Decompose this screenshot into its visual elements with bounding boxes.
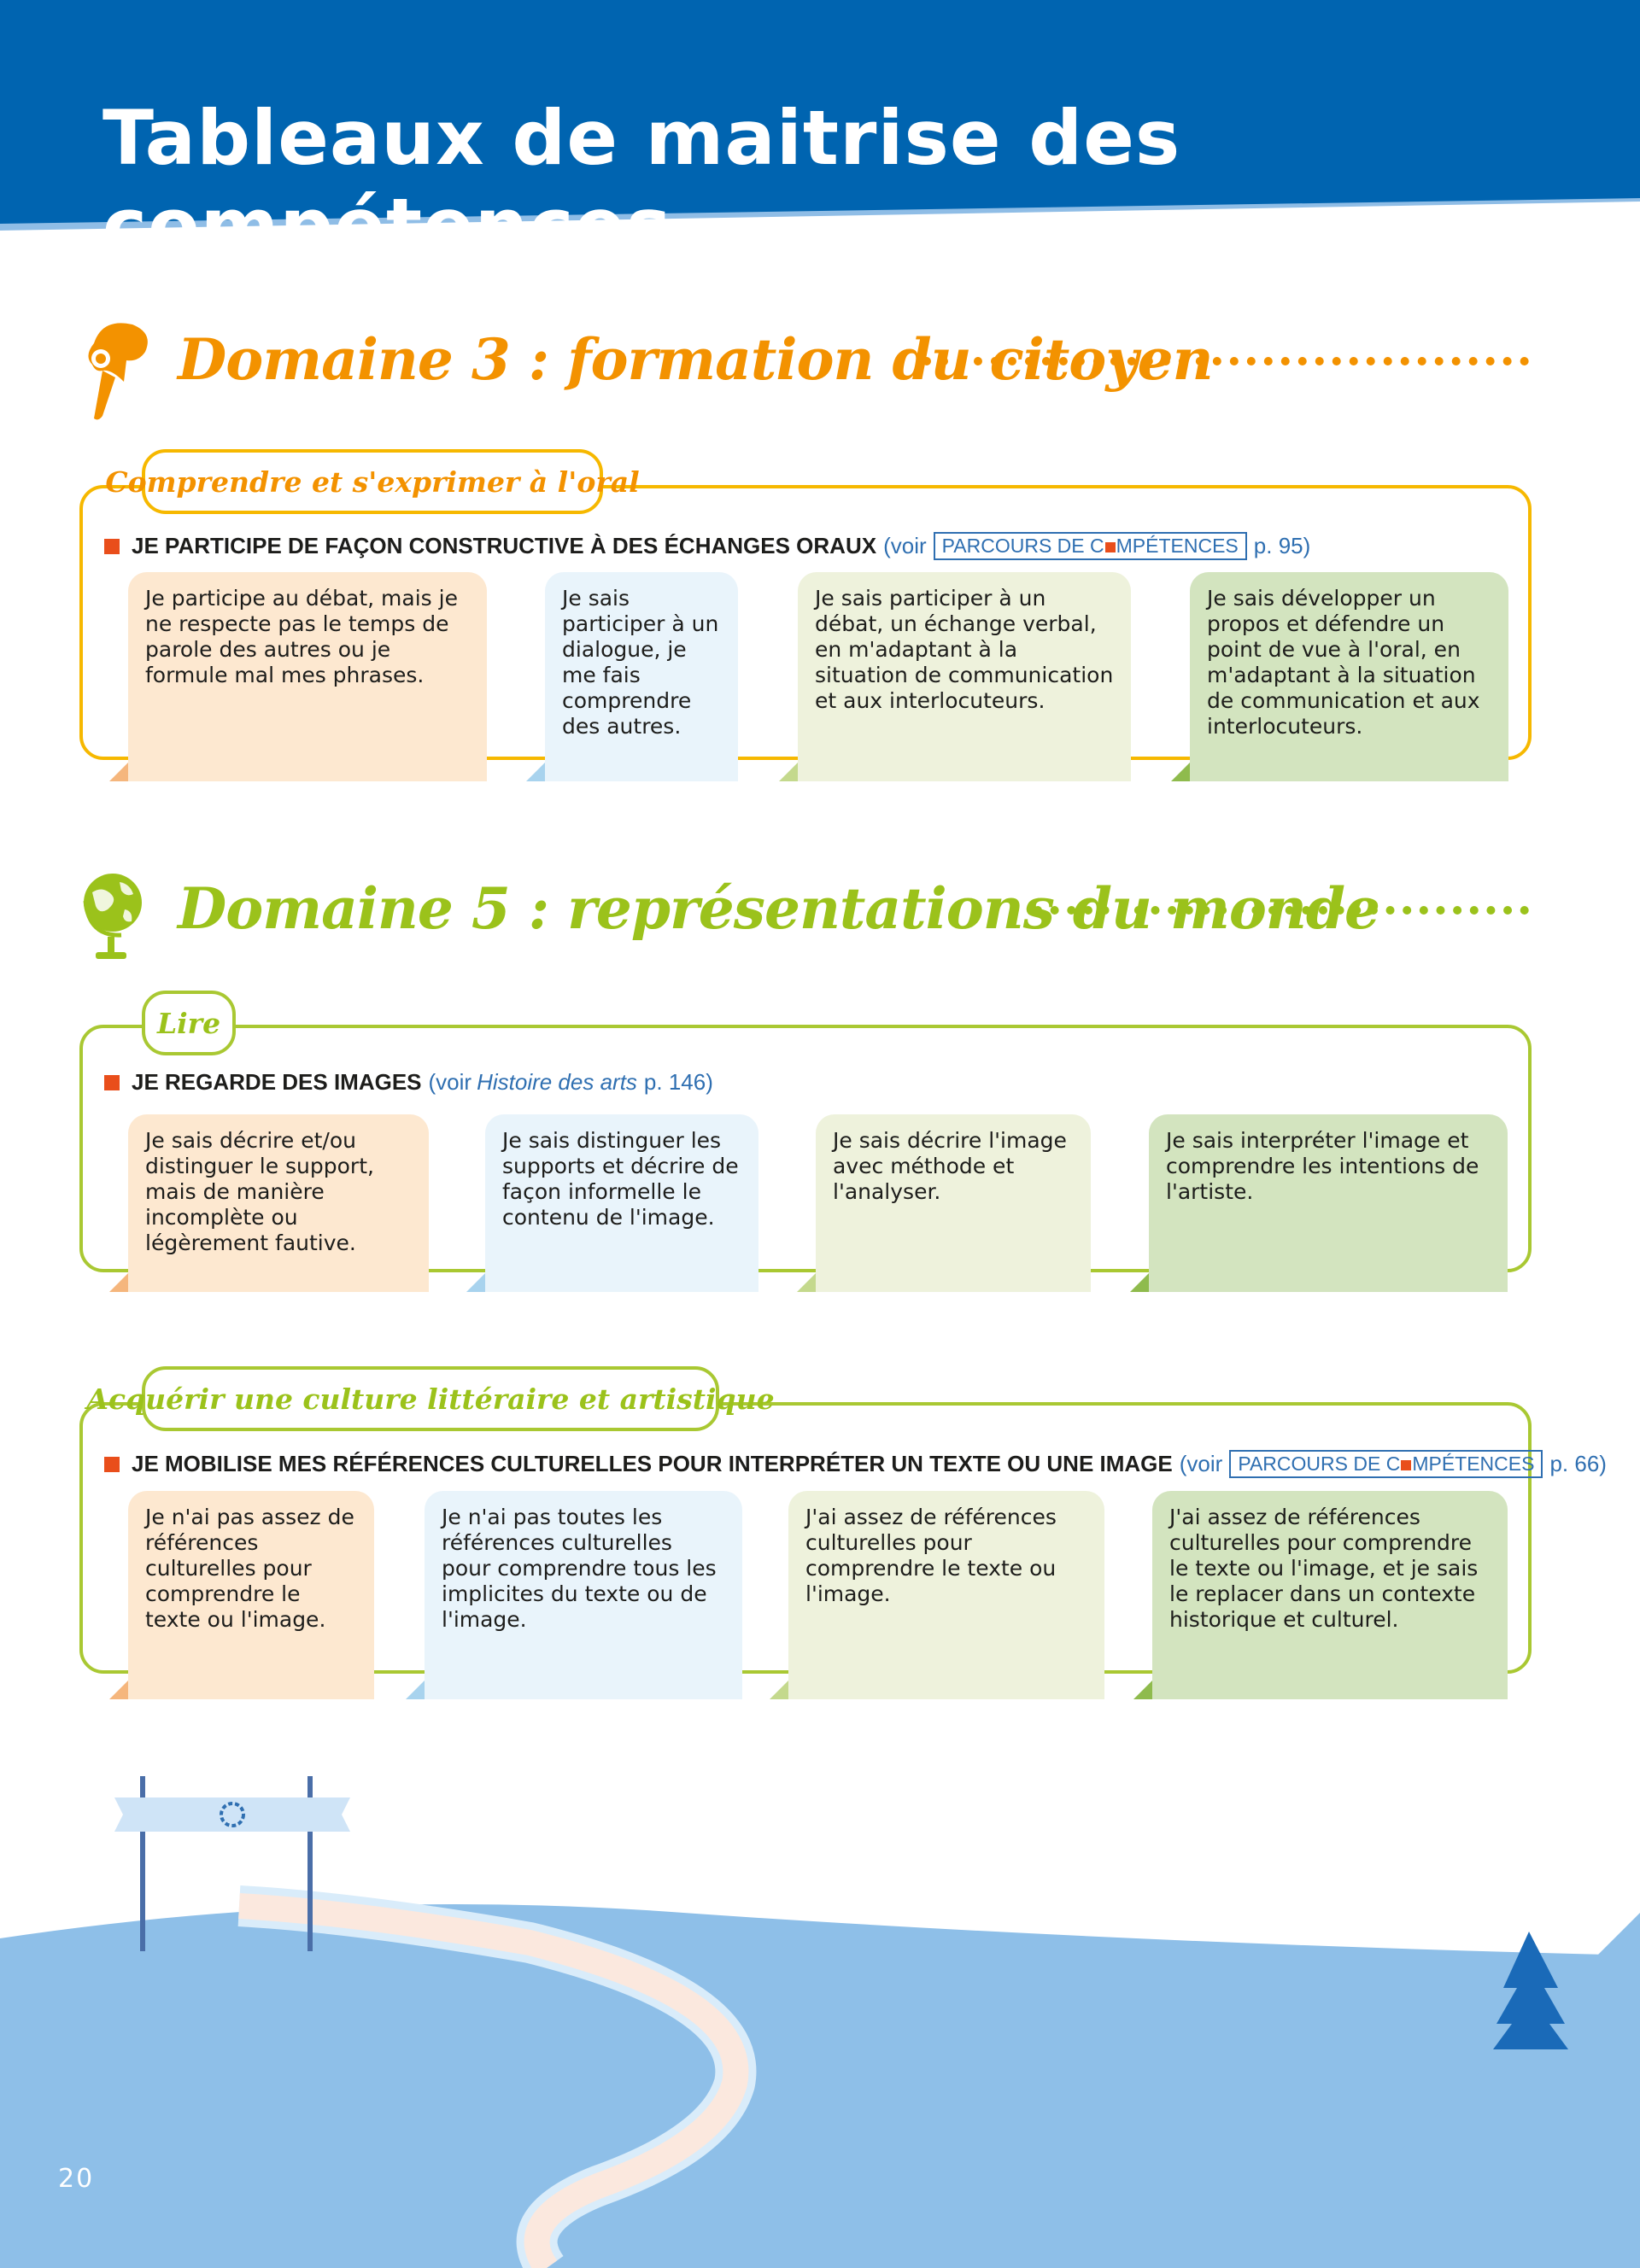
reference-prefix: (voir [428, 1069, 472, 1095]
level-card-2: Je sais participer à un dialogue, je me … [526, 572, 738, 781]
section-tab-oral: Comprendre et s'exprimer à l'oral [105, 449, 640, 514]
page-header: Tableaux de maitrise des compétences [0, 0, 1640, 270]
domain-5-heading: Domaine 5 : représentations du monde [77, 867, 1546, 961]
laurel-icon [220, 1802, 245, 1827]
bullet-square [104, 538, 120, 554]
o-square-icon [1104, 541, 1116, 552]
parcours-link[interactable]: PARCOURS DE C MPÉTENCES [933, 532, 1247, 560]
section-tab-lire: Lire [142, 991, 236, 1055]
bullet-square [104, 1456, 120, 1472]
dotted-leader [922, 357, 1529, 365]
level-card-4: J'ai assez de références culturelles pou… [1133, 1491, 1508, 1699]
level-card-2: Je sais distinguer les supports et décri… [466, 1114, 758, 1292]
domain-3-heading: Domaine 3 : formation du citoyen [77, 318, 1546, 420]
level-card-3: Je sais participer à un débat, un échang… [779, 572, 1131, 781]
histoire-des-arts-link[interactable]: Histoire des arts [477, 1069, 637, 1095]
page-title: Tableaux de maitrise des compétences [102, 94, 1181, 270]
criterion-culture: JE MOBILISE MES RÉFÉRENCES CULTURELLES P… [104, 1450, 1607, 1478]
section-tab-culture: Acquérir une culture littéraire et artis… [86, 1366, 775, 1431]
o-square-icon [1401, 1459, 1412, 1470]
landscape-illustration [0, 1776, 1640, 2268]
level-card-2: Je n'ai pas toutes les références cultur… [406, 1491, 742, 1699]
reference-page: p. 95) [1253, 533, 1311, 558]
speech-head-icon [88, 323, 148, 420]
header-band [0, 0, 1640, 231]
criterion-label: JE PARTICIPE DE FAÇON CONSTRUCTIVE À DES… [132, 533, 877, 558]
page-number: 20 [58, 2164, 95, 2194]
level-card-1: Je n'ai pas assez de références culturel… [109, 1491, 374, 1699]
section-frame-lire [79, 1025, 1532, 1272]
level-card-3: J'ai assez de références culturelles pou… [770, 1491, 1104, 1699]
criterion-label: JE REGARDE DES IMAGES [132, 1069, 422, 1095]
reference-prefix: (voir [883, 533, 927, 558]
level-card-4: Je sais développer un propos et défendre… [1171, 572, 1508, 781]
dotted-leader [1034, 906, 1529, 915]
tree-icon [1493, 1932, 1568, 2049]
level-card-3: Je sais décrire l'image avec méthode et … [797, 1114, 1091, 1292]
reference-page: p. 66) [1549, 1451, 1607, 1476]
globe-icon [83, 874, 142, 959]
criterion-oral: JE PARTICIPE DE FAÇON CONSTRUCTIVE À DES… [104, 532, 1310, 560]
level-card-1: Je participe au débat, mais je ne respec… [109, 572, 487, 781]
level-card-4: Je sais interpréter l'image et comprendr… [1130, 1114, 1508, 1292]
level-card-1: Je sais décrire et/ou distinguer le supp… [109, 1114, 429, 1292]
criterion-images: JE REGARDE DES IMAGES (voir Histoire des… [104, 1069, 713, 1096]
reference-prefix: (voir [1179, 1451, 1223, 1476]
reference-page: p. 146) [643, 1069, 713, 1095]
criterion-label: JE MOBILISE MES RÉFÉRENCES CULTURELLES P… [132, 1451, 1173, 1476]
parcours-link[interactable]: PARCOURS DE C MPÉTENCES [1229, 1450, 1543, 1478]
bullet-square [104, 1074, 120, 1090]
